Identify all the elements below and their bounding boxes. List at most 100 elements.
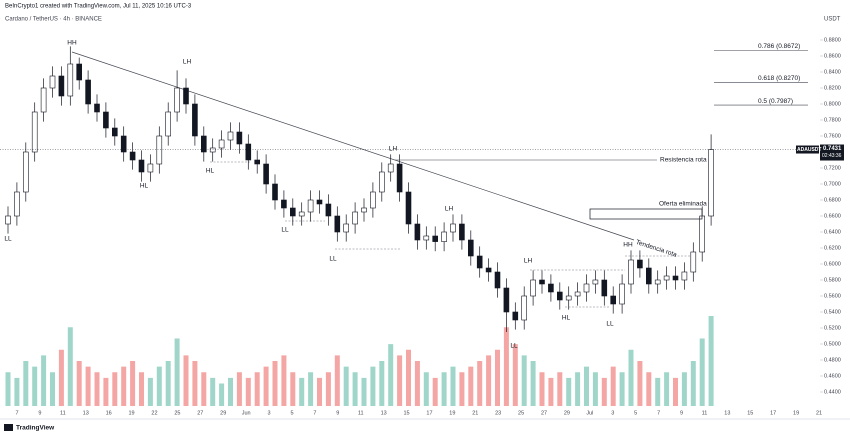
volume-bar [23, 361, 29, 406]
volume-bar [521, 355, 527, 406]
volume-bar [406, 349, 411, 406]
y-tick-label: 0.8200 [824, 85, 841, 91]
candle-body [289, 207, 296, 217]
x-tick-label: 13 [381, 410, 387, 416]
symbol-tag: ADAUSDT [797, 147, 821, 153]
swing-label: HL [140, 183, 149, 190]
candle-body [67, 63, 74, 97]
candle-body [361, 207, 367, 213]
candle-body [565, 295, 572, 301]
y-tick-label: 0.6800 [824, 197, 841, 203]
volume-bar [210, 377, 216, 406]
volume-bar [174, 338, 180, 406]
symbol-title: Cardano / TetherUS · 4h · BINANCE [5, 17, 102, 23]
volume-bar [566, 377, 572, 406]
y-tick-label: 0.5000 [824, 341, 841, 347]
candle-body [76, 63, 82, 81]
credit: BeInCrypto1 created with TradingView.com… [5, 4, 192, 10]
volume-bar [325, 372, 331, 406]
currency: USDT [824, 17, 841, 23]
candle-body [601, 279, 608, 297]
candle-body [423, 235, 430, 241]
swing-label: HH [67, 40, 77, 47]
y-tick-label: 0.8600 [824, 53, 841, 59]
candle-body [450, 223, 456, 233]
volume-bar [450, 366, 456, 406]
volume-bar [85, 366, 91, 406]
x-tick-label: 22 [151, 410, 157, 416]
volume-bar [708, 316, 714, 406]
candle-body [183, 87, 189, 105]
candle-body [414, 223, 421, 241]
x-tick-label: 17 [770, 410, 776, 416]
x-tick-label: 19 [129, 410, 135, 416]
candle-body [690, 251, 697, 273]
x-tick-label: 13 [724, 410, 730, 416]
candle-body [334, 215, 341, 233]
volume-bar [690, 361, 696, 406]
volume-bar [317, 377, 322, 406]
candle-body [218, 139, 225, 149]
volume-bar [699, 338, 705, 406]
candle-body [708, 149, 714, 217]
volume-bar [592, 372, 598, 406]
volume-bar [58, 349, 64, 406]
y-tick-label: 0.6600 [824, 213, 841, 219]
volume-bar [41, 355, 47, 406]
volume-bar [147, 377, 153, 406]
candle-body [120, 135, 127, 153]
candle-body [192, 103, 198, 137]
brand: TradingView [16, 425, 55, 432]
candle-body [530, 279, 536, 297]
volume-bar [646, 372, 652, 406]
fib-label: 0.618 (0.8270) [758, 75, 800, 82]
volume-bar [539, 372, 545, 406]
volume-bar [637, 361, 643, 406]
candle-body [272, 183, 278, 201]
candle-body [548, 283, 554, 293]
swing-label: HL [206, 168, 215, 175]
fib-label: 0.786 (0.8672) [758, 43, 800, 50]
candle-body [58, 75, 65, 97]
volume-bar [94, 372, 100, 406]
y-tick-label: 0.8400 [824, 69, 841, 75]
volume-bar [254, 372, 260, 406]
candle-body [370, 191, 376, 209]
x-tick-label: 3 [268, 410, 271, 416]
swing-label: LH [389, 146, 398, 153]
volume-bar [156, 366, 162, 406]
swing-label: LL [329, 256, 337, 263]
y-tick-label: 0.5800 [824, 277, 841, 283]
volume-bar [183, 355, 189, 406]
candle-body [556, 291, 563, 301]
y-tick-label: 0.7800 [824, 117, 841, 123]
volume-bar [201, 372, 207, 406]
candle-body [583, 283, 590, 293]
y-tick-label: 0.5600 [824, 293, 841, 299]
candle-body [227, 131, 234, 141]
volume-bar [477, 361, 483, 406]
candle-body [387, 163, 394, 173]
volume-bar [575, 372, 581, 406]
swing-label: HH [623, 242, 633, 249]
trend-line [71, 51, 635, 241]
fib-label: 0.5 (0.7987) [758, 98, 793, 105]
volume-bar [14, 377, 20, 406]
y-tick-label: 0.5200 [824, 325, 841, 331]
volume-bar [5, 372, 11, 406]
swing-label: LL [281, 227, 289, 234]
y-tick-label: 0.4400 [824, 389, 841, 395]
swing-label: LL [4, 236, 12, 243]
candle-body [592, 279, 599, 285]
volume-bar [584, 366, 589, 406]
x-tick-label: 21 [816, 410, 822, 416]
volume-bar [628, 349, 634, 406]
y-tick-label: 0.6000 [824, 261, 841, 267]
volume-bar [503, 327, 509, 406]
candle-body [432, 235, 439, 242]
candle-body [574, 291, 581, 297]
candle-body [138, 159, 145, 173]
y-tick-label: 0.7200 [824, 165, 841, 171]
candle-body [441, 231, 447, 242]
